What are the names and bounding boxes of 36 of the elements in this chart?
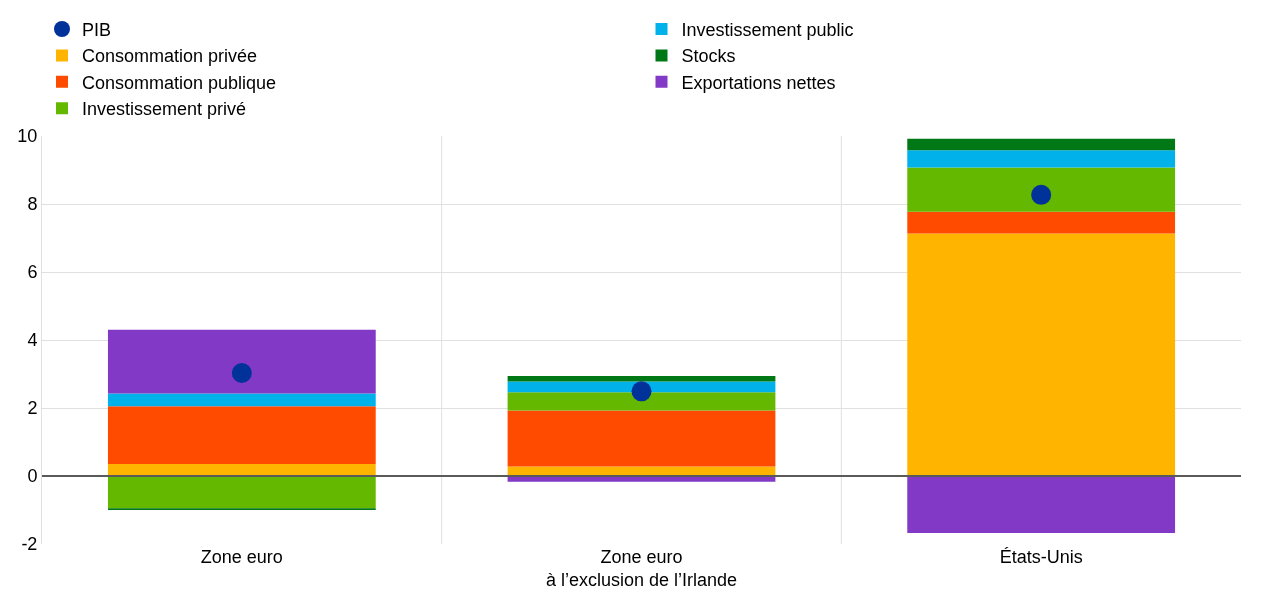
bar (507, 392, 776, 411)
bar (907, 476, 1176, 534)
legend-label: Consommation publique (82, 72, 277, 93)
x-tick-label: Zone euro à l’exclusion de l’Irlande (545, 547, 738, 591)
point (631, 381, 652, 402)
legend-label: Investissement privé (82, 99, 247, 120)
bar (507, 381, 776, 393)
bar (107, 393, 376, 407)
legend-label: Consommation privée (82, 46, 258, 67)
y-tick-label: 0 (27, 466, 38, 487)
bar (907, 138, 1176, 151)
bar (907, 150, 1176, 168)
point (1031, 184, 1052, 205)
y-tick-label: 8 (27, 194, 38, 215)
y-tick-label: 2 (27, 398, 38, 419)
bar (107, 464, 376, 476)
bar (507, 466, 776, 476)
bar (907, 233, 1176, 476)
bar (907, 211, 1176, 234)
bar (107, 476, 376, 509)
bar (507, 410, 776, 467)
x-tick-label: Zone euro (200, 547, 283, 567)
legend-label: Investissement public (681, 20, 854, 41)
legend-label: Exportations nettes (681, 72, 836, 93)
legend-label: Stocks (681, 46, 736, 67)
y-tick-label: 10 (17, 126, 38, 147)
bar (107, 406, 376, 465)
bar (507, 376, 776, 382)
y-tick-label: 4 (27, 330, 38, 351)
y-tick-label: -2 (21, 534, 38, 555)
point (231, 362, 252, 383)
y-tick-label: 6 (27, 262, 38, 283)
bar (907, 167, 1176, 212)
bar (107, 329, 376, 394)
x-tick-label: États-Unis (999, 547, 1083, 567)
legend-label: PIB (82, 20, 112, 41)
